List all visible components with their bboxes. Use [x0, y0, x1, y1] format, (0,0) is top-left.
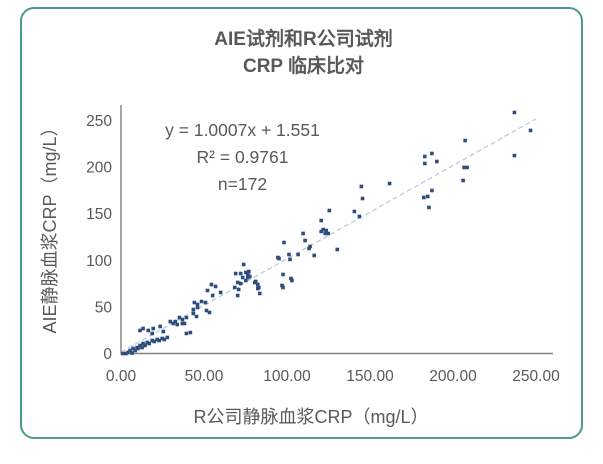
- chart-title-line1: AIE试剂和R公司试剂: [214, 29, 393, 50]
- x-axis-title: R公司静脉血浆CRP（mg/L）: [193, 407, 429, 427]
- regression-r-squared: R² = 0.9761: [196, 147, 289, 167]
- chart-title-line2: CRP 临床比对: [242, 56, 365, 77]
- sample-size: n=172: [217, 174, 268, 194]
- regression-equation: y = 1.0007x + 1.551: [165, 120, 320, 140]
- y-axis-title: AIE静脉血浆CRP（mg/L）: [40, 118, 60, 334]
- regression-annotation: y = 1.0007x + 1.551 R² = 0.9761 n=172: [95, 117, 390, 198]
- chart-title: AIE试剂和R公司试剂 CRP 临床比对: [20, 26, 587, 80]
